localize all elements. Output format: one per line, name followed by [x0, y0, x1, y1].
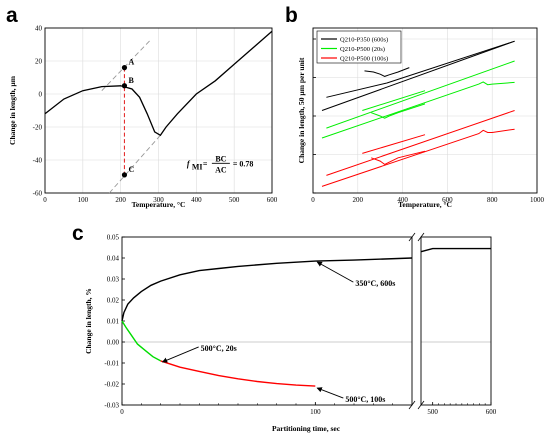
x-tick-label: 600: [267, 196, 278, 204]
series-curve: [121, 257, 413, 322]
axis-break-mark: [408, 232, 416, 242]
x-tick-label: 500: [427, 408, 438, 416]
annotation-arrow: [316, 387, 344, 399]
point-B: [121, 83, 128, 89]
plot-frame-c-right: [420, 236, 492, 406]
series-curve: [362, 90, 426, 111]
x-tick-label: 100: [310, 408, 321, 416]
y-axis-label: Change in length, %: [84, 288, 93, 354]
y-tick-label: 0.05: [107, 234, 120, 242]
series-curve: [420, 247, 491, 253]
series-curve: [326, 110, 515, 176]
plot-frame-a: [44, 27, 273, 194]
point-label-C: C: [128, 165, 134, 174]
panel-label-a: a: [6, 4, 18, 27]
y-tick-label: 0: [39, 91, 43, 99]
x-tick-label: 400: [191, 196, 202, 204]
legend-label: Q210-P350 (600s): [340, 36, 388, 43]
annotation-arrow: [161, 346, 199, 363]
series-curve: [326, 60, 515, 129]
x-tick-label: 0: [311, 196, 315, 204]
y-tick-label: 20: [35, 58, 43, 66]
extrapolation-line: [108, 135, 161, 194]
x-tick-label: 200: [353, 196, 364, 204]
y-tick-label: 0.03: [107, 276, 120, 284]
x-tick-label: 600: [442, 196, 453, 204]
y-tick-label: -20: [33, 124, 43, 132]
dilatation-curve: [44, 30, 273, 137]
y-tick-label: -0.01: [104, 360, 119, 368]
plot-frame-c-left: [121, 236, 413, 406]
annotation-label: 350°C, 600s: [355, 279, 395, 288]
x-tick-label: 0: [120, 408, 124, 416]
y-tick-label: 0.02: [107, 297, 120, 305]
series-curve: [362, 134, 426, 154]
series-curve: [371, 103, 426, 119]
y-tick-label: 0.01: [107, 318, 120, 326]
x-tick-label: 1000: [530, 196, 545, 204]
point-label-B: B: [128, 76, 134, 85]
y-tick-label: 40: [35, 25, 43, 33]
x-axis-label: Partitioning time, sec: [272, 424, 341, 433]
axis-break-mark: [417, 400, 425, 410]
y-tick-label: 0.00: [107, 339, 120, 347]
panel-label-b: b: [285, 4, 298, 27]
formula-numerator: BC: [215, 154, 226, 163]
series-curve: [321, 128, 515, 187]
x-tick-label: 500: [229, 196, 240, 204]
y-tick-label: 0.04: [107, 255, 120, 263]
series-curve: [321, 40, 515, 111]
x-tick-label: 0: [43, 196, 47, 204]
y-tick-label: -40: [33, 157, 43, 165]
y-tick-label: -60: [33, 190, 43, 198]
formula-subscript: MI: [192, 162, 203, 171]
series-curve: [326, 82, 388, 98]
x-tick-label: 200: [115, 196, 126, 204]
annotation-label: 500°C, 20s: [201, 344, 237, 353]
x-tick-label: 100: [78, 196, 89, 204]
panel-label-c: c: [72, 222, 84, 245]
panel-b: b 0 200 400 600 800 1000 Temperature, °C Change …: [285, 4, 545, 209]
point-label-A: A: [128, 58, 134, 67]
point-C: [121, 172, 128, 178]
panel-a: a 0 100 200 300 400 500 600 -60 -40 -20 0 20 40 Temper…: [6, 4, 278, 209]
formula-value: = 0.78: [233, 159, 254, 168]
x-tick-label: 400: [397, 196, 408, 204]
y-tick-label: -0.03: [104, 402, 119, 410]
series-curve: [371, 150, 426, 165]
x-tick-label: 800: [487, 196, 498, 204]
series-curve: [121, 320, 162, 362]
legend-label: Q210-P500 (100s): [340, 55, 388, 62]
axis-break-mark: [417, 232, 425, 242]
formula-denominator: AC: [215, 165, 227, 174]
series-curve: [364, 67, 410, 77]
axis-break-mark: [408, 400, 416, 410]
extrapolation-line: [101, 39, 152, 92]
series-curve: [160, 360, 316, 387]
formula-f: f: [187, 159, 191, 168]
panel-c: c 0.05 0.04 0.03 0.02 0.01 0.00 -0.01 -0.02 -0.03…: [72, 222, 497, 433]
series-curve: [386, 40, 515, 84]
annotation-arrow: [316, 261, 354, 283]
x-axis-label: Temperature, °C: [132, 200, 186, 209]
x-axis-label: Temperature, °C: [398, 200, 452, 209]
point-A: [121, 65, 128, 71]
plot-frame-b: [312, 27, 538, 194]
y-tick-label: -0.02: [104, 381, 119, 389]
x-tick-label: 600: [486, 408, 497, 416]
y-axis-label: Change in length, 50 µm per unit: [297, 57, 306, 163]
legend-label: Q210-P500 (20s): [340, 46, 385, 53]
y-axis-label: Change in length, µm: [8, 75, 17, 145]
x-tick-label: 300: [153, 196, 164, 204]
series-curve: [321, 81, 515, 139]
formula-equals: =: [203, 159, 208, 168]
annotation-label: 500°C, 100s: [345, 395, 385, 404]
